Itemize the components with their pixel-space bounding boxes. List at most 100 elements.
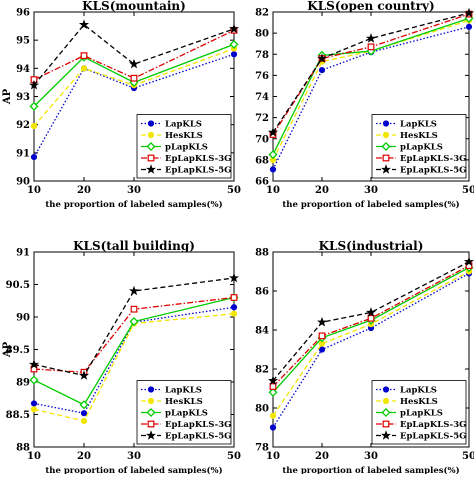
data-point [28,359,40,369]
y-tick-label: 68 [255,155,269,166]
data-point [268,150,278,160]
series-line [33,43,235,107]
y-tick-label: 70 [255,134,269,145]
legend-label: LapKLS [400,386,437,396]
legend-label: LapKLS [165,386,202,396]
legend-marker [147,131,155,139]
legend-marker [382,386,390,393]
x-tick-label: 10 [266,451,280,462]
data-point [367,314,375,322]
series-line [33,306,235,414]
legend-label: pLapKLS [165,409,208,419]
series-eplapkls-3g [269,262,473,390]
data-point [316,53,328,63]
x-tick-label: 10 [266,185,280,196]
data-point [128,58,140,69]
data-point [229,39,239,49]
series-line [33,23,235,86]
data-point [228,23,240,34]
y-tick-label: 88 [255,248,269,259]
legend-marker [382,120,390,127]
y-tick-label: 90 [16,177,30,188]
legend-label: EpLapKLS-3G [165,420,231,430]
series-line [272,26,470,170]
series-eplapkls-5g [267,256,474,385]
data-point [367,43,375,51]
data-point [130,305,138,313]
y-tick-label: 90 [16,313,30,324]
data-point [318,332,326,340]
y-tick-label: 80 [255,404,269,415]
series-eplapkls-5g [28,19,240,90]
legend-marker [146,141,156,152]
data-point [80,52,88,60]
legend-marker [147,386,155,393]
data-point [128,285,140,296]
x-tick-label: 30 [127,451,141,462]
series-heskls [30,310,238,425]
legend-label: HesKLS [165,131,203,141]
legend-label: pLapKLS [400,409,443,419]
y-tick-label: 66 [255,177,269,188]
legend-marker [380,164,392,174]
data-point [269,424,277,431]
legend-marker [382,154,390,162]
y-tick-label: 86 [255,287,269,298]
legend-label: LapKLS [400,120,437,130]
y-tick-label: 74 [255,92,269,103]
y-tick-label: 78 [255,50,269,61]
legend-marker [147,420,155,428]
legend-marker [382,420,390,428]
x-tick-label: 50 [462,185,474,196]
series-line [272,13,470,135]
x-tick-label: 20 [77,185,91,196]
legend-label: HesKLS [165,397,203,407]
data-point [28,79,40,90]
x-tick-label: 20 [315,451,329,462]
data-point [318,66,326,74]
y-tick-label: 72 [255,113,269,124]
legend-marker [147,120,155,127]
chart-panel-1: KLS(mountain) 10 20 30 50 90 91 92 93 94 95 96 the p… [2,0,241,210]
data-point [80,65,88,72]
legend-marker [145,164,157,174]
y-tick-label: 89.5 [6,345,30,356]
legend-marker [381,407,391,418]
series-line [272,265,470,388]
series-line [272,19,470,161]
y-axis-label: AP [2,88,13,105]
chart-title: KLS(industrial) [319,239,424,253]
data-point [463,256,474,267]
data-point [267,127,279,137]
x-tick-label: 50 [227,185,241,196]
y-tick-label: 90.5 [6,280,30,291]
y-tick-label: 94 [16,64,30,75]
legend-label: EpLapKLS-5G [400,166,466,176]
legend-label: EpLapKLS-3G [400,154,466,164]
chart-title: KLS(mountain) [82,0,186,13]
data-point [29,101,39,111]
legend-marker [382,397,390,405]
y-tick-label: 96 [16,8,30,19]
x-axis-label: the proportion of labeled samples(%) [282,465,459,474]
legend-marker [381,141,391,152]
legend-marker [380,430,392,440]
y-tick-label: 93 [16,92,30,103]
data-point [230,310,238,317]
series-line [33,296,235,406]
legend-label: LapKLS [165,120,202,130]
data-point [30,400,38,407]
y-tick-label: 80 [255,29,269,40]
y-tick-label: 91 [16,248,30,259]
legend-label: EpLapKLS-5G [400,432,466,442]
legend-label: EpLapKLS-3G [165,154,231,164]
x-tick-label: 50 [227,451,241,462]
data-point [78,19,90,29]
series-line [33,277,235,377]
x-tick-label: 30 [364,185,378,196]
x-tick-label: 20 [77,451,91,462]
